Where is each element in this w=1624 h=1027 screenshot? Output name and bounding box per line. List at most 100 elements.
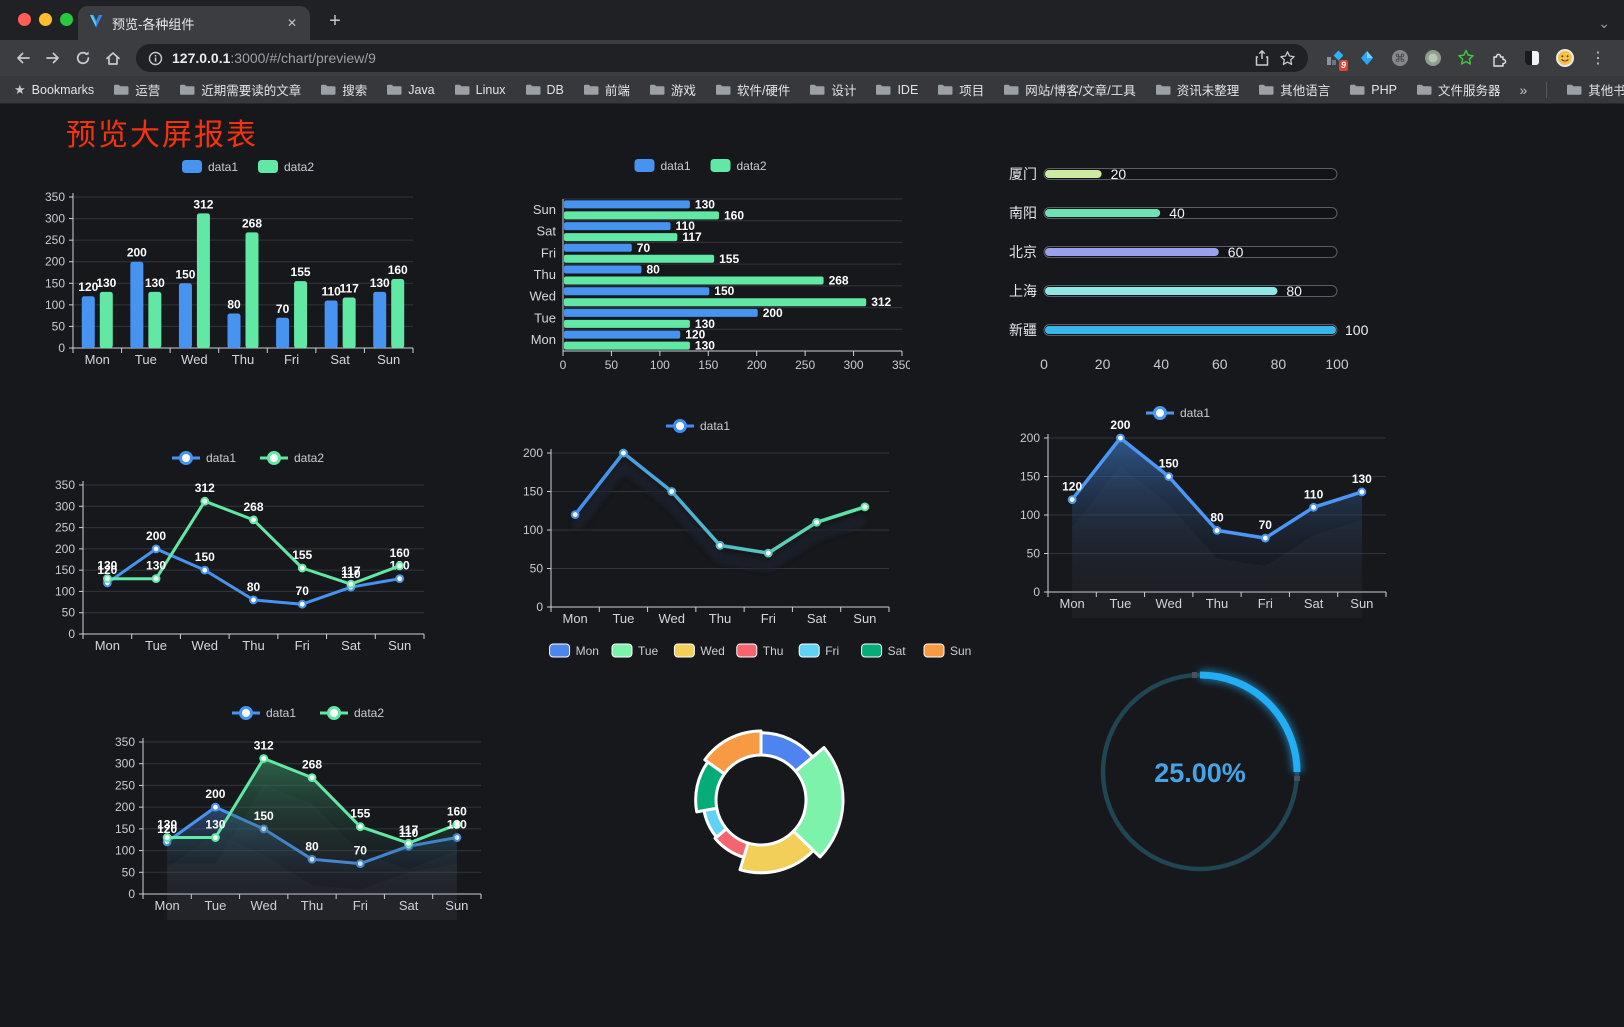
chart-blue-area[interactable]: 0 50 100 150 200 Mon Tue Wed Thu Fri Sat Sun data1 12… [965,404,1395,620]
other-bookmarks-label: 其他书签 [1588,84,1624,98]
browser-tab[interactable]: 预览-各种组件 ✕ [78,6,310,40]
svg-text:150: 150 [55,563,75,577]
svg-text:312: 312 [195,481,215,495]
svg-text:150: 150 [1159,457,1179,471]
chart-line-two-series[interactable]: 0 50 100 150 200 250 300 350 Mon Tue Wed Thu Fri Sat S… [35,444,465,656]
svg-text:0: 0 [560,358,567,372]
svg-text:110: 110 [676,219,696,233]
home-button[interactable] [98,44,128,72]
extension-columns-icon[interactable]: 9 [1324,48,1348,71]
folder-icon [649,83,665,96]
back-button[interactable] [8,44,38,72]
share-icon[interactable] [1254,49,1270,67]
svg-text:150: 150 [45,276,65,290]
bookmark-folder[interactable]: 资讯未整理 [1155,80,1239,99]
svg-text:60: 60 [1228,244,1244,260]
chart-horizontal-bar[interactable]: data1 data2 0 50 100 150 200 250 300 350 Sun 130 160… [495,147,912,373]
svg-text:Fri: Fri [353,898,368,913]
bookmark-folder[interactable]: Java [386,83,435,97]
bookmark-folder[interactable]: 运营 [113,80,160,99]
forward-button[interactable] [38,44,68,72]
svg-text:50: 50 [530,562,544,576]
svg-text:Wed: Wed [1155,596,1182,611]
browser-menu-icon[interactable]: ⋮ [1590,50,1606,67]
bookmark-folder[interactable]: IDE [875,83,918,97]
svg-text:70: 70 [354,844,368,858]
window-minimize-button[interactable] [39,13,52,26]
svg-text:Fri: Fri [761,611,776,626]
extension-green-star-icon[interactable] [1456,48,1476,68]
svg-text:100: 100 [1325,356,1349,372]
other-bookmarks[interactable]: 其他书签 [1566,80,1624,99]
bookmark-folder[interactable]: 项目 [937,80,984,99]
reload-button[interactable] [68,44,98,72]
svg-text:130: 130 [157,818,177,832]
bookmarks-root[interactable]: ★ Bookmarks [14,82,94,98]
bookmark-folder[interactable]: 前端 [583,80,630,99]
svg-text:70: 70 [276,302,290,316]
svg-text:110: 110 [1304,487,1324,501]
svg-text:160: 160 [447,805,467,819]
window-controls [18,13,73,26]
chart-rose-pie[interactable]: Mon Tue Wed Thu Fri Sat Sun [545,635,975,890]
svg-text:Thu: Thu [1206,596,1228,611]
svg-text:50: 50 [62,606,76,620]
window-zoom-button[interactable] [60,13,73,26]
svg-text:130: 130 [145,276,165,290]
chart-grouped-bar[interactable]: 0 50 100 150 200 250 300 350 Mon Tue Wed Thu Fri Sat S… [35,141,465,371]
svg-text:0: 0 [536,600,543,614]
bookmarks-overflow-chevron[interactable]: » [1519,81,1528,98]
svg-text:Mon: Mon [576,644,599,658]
chart-progress-bars[interactable]: 厦门 20 南阳 40 北京 60 上海 80 新疆 100 0 20 40 60 80 100 [975,152,1405,384]
url-bar[interactable]: 127.0.0.1:3000/#/chart/preview/9 [136,44,1308,72]
svg-text:data2: data2 [294,451,324,465]
page-title: 预览大屏报表 [66,119,258,152]
svg-text:厦门: 厦门 [1009,166,1037,182]
extensions-puzzle-icon[interactable] [1489,48,1509,68]
chart-ring-progress[interactable]: 25.00% [1090,662,1310,877]
tabstrip-chevron-icon[interactable]: ⌄ [1598,15,1610,31]
svg-text:150: 150 [523,485,543,499]
svg-text:130: 130 [205,818,225,832]
svg-text:312: 312 [254,739,274,753]
bookmark-folder[interactable]: DB [525,83,564,97]
svg-text:0: 0 [128,887,135,901]
svg-text:Sun: Sun [853,611,876,626]
svg-text:Tue: Tue [534,310,556,325]
svg-text:20: 20 [1095,356,1111,372]
svg-text:80: 80 [247,580,261,594]
svg-text:120: 120 [78,280,98,294]
chart-line-area-two-series[interactable]: 0 50 100 150 200 250 300 350 Mon Tue Wed Thu Fri Sat S… [95,700,525,922]
bookmark-folder[interactable]: 文件服务器 [1416,80,1500,99]
bookmark-folder[interactable]: 其他语言 [1258,80,1330,99]
extension-command-icon[interactable]: ⌘ [1390,48,1410,68]
svg-text:130: 130 [146,559,166,573]
bookmark-folder[interactable]: 近期需要读的文章 [179,80,301,99]
bookmarks-star-icon: ★ [14,81,26,97]
bookmark-folder[interactable]: PHP [1349,83,1397,97]
window-close-button[interactable] [18,13,31,26]
page-info-icon[interactable] [148,51,163,66]
url-host: 127.0.0.1 [172,50,231,66]
bookmark-folder[interactable]: 网站/博客/文章/工具 [1003,80,1136,99]
svg-text:50: 50 [122,865,136,879]
svg-text:100: 100 [115,844,135,858]
chart-gradient-line[interactable]: 0 50 100 150 200 Mon Tue Wed Thu Fri Sat Sun data1 [493,400,907,628]
extension-circle-icon[interactable] [1423,48,1443,68]
bookmark-folder[interactable]: Linux [454,83,506,97]
tab-close-icon[interactable]: ✕ [286,16,298,30]
bookmark-folder[interactable]: 软件/硬件 [715,80,790,99]
profile-avatar-icon[interactable] [1555,48,1575,68]
svg-text:Thu: Thu [301,898,323,913]
svg-text:Mon: Mon [531,332,556,347]
extension-dark-mode-icon[interactable] [1522,48,1542,68]
svg-text:Wed: Wed [181,352,208,367]
extension-kite-icon[interactable] [1357,48,1377,68]
bookmark-folder[interactable]: 游戏 [649,80,696,99]
svg-text:Mon: Mon [95,638,120,653]
bookmark-folder[interactable]: 搜索 [320,80,367,99]
svg-text:155: 155 [719,252,739,266]
bookmark-folder[interactable]: 设计 [809,80,856,99]
new-tab-button[interactable]: + [329,10,341,32]
bookmark-star-icon[interactable] [1279,50,1296,67]
